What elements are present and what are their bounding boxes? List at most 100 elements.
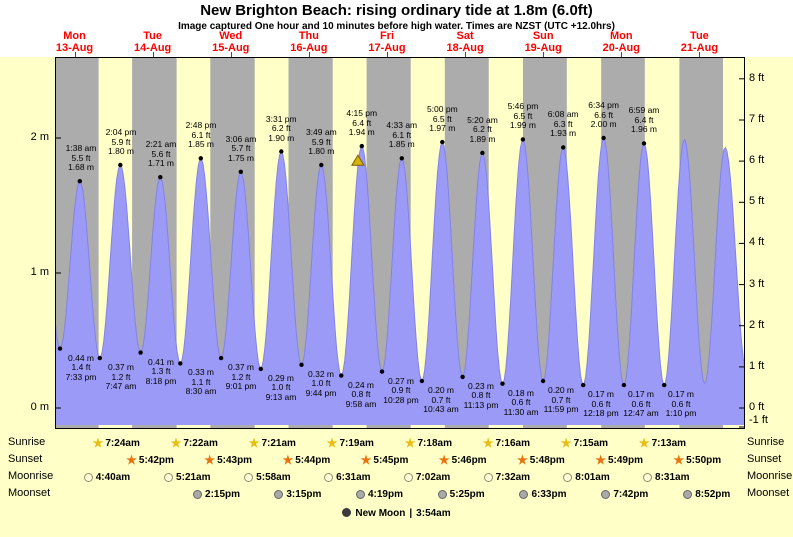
moonset-time: 7:42pm (613, 488, 649, 500)
day-date: 15-Aug (212, 42, 250, 54)
day-label: Fri 17-Aug (352, 30, 422, 54)
low-tide-dot (460, 374, 465, 380)
low-tide-label-line: 0.7 ft (431, 394, 451, 405)
new-moon-label: New Moon (355, 508, 406, 519)
high-tide-dot (561, 145, 566, 150)
high-tide-label: 5:00 pm 6.5 ft 1.97 m (412, 105, 472, 134)
high-tide-label: 3:49 am 5.9 ft 1.80 m (291, 127, 351, 157)
low-tide-label: 0.41 m 1.3 ft 8:18 pm (131, 357, 191, 387)
low-tide-dot (299, 362, 304, 367)
moonrise-entry: 5:58am (244, 470, 291, 484)
low-tide-label-line: 12:18 pm (583, 408, 619, 419)
moonset-time: 4:19pm (367, 488, 403, 500)
low-tide-label-line: 1.0 ft (271, 382, 291, 393)
day-label: Tue 14-Aug (118, 30, 188, 54)
sunrise-icon: ★ (560, 436, 572, 450)
low-tide-label-line: 0.33 m (188, 367, 214, 378)
low-tide-label-line: 11:13 pm (463, 399, 499, 410)
row-label-right-moonrise: Moonrise (747, 470, 793, 482)
day-boundary-tick (308, 52, 310, 57)
moonrise-time: 5:21am (176, 471, 211, 483)
high-tide-dot (158, 175, 163, 180)
low-tide-label-line: 0.37 m (228, 362, 254, 373)
moonrise-icon (164, 472, 174, 482)
sunrise-time: 7:19am (339, 437, 374, 449)
low-tide-label: 0.20 m 0.7 ft 11:59 pm (531, 385, 591, 415)
sunrise-entry: ★ 7:13am (639, 436, 686, 450)
low-tide-dot (57, 346, 63, 351)
sunrise-entry: ★ 7:22am (171, 436, 218, 450)
sunrise-icon: ★ (482, 436, 494, 450)
day-date: 16-Aug (290, 42, 328, 54)
day-name: Thu (298, 30, 319, 42)
high-tide-label-line: 6.4 ft (634, 114, 654, 125)
day-boundary-tick (386, 52, 388, 57)
high-tide-dot (601, 135, 606, 141)
low-tide-label-line: 0.18 m (508, 387, 534, 398)
moonset-time: 3:15pm (286, 488, 322, 500)
moonrise-entry: 7:02am (403, 470, 450, 484)
right-axis-label: 3 ft (749, 277, 765, 290)
moonset-icon (519, 489, 529, 499)
high-tide-dot (279, 149, 284, 154)
low-tide-dot (500, 381, 505, 386)
day-name: Tue (690, 30, 709, 42)
day-boundary-tick (465, 52, 467, 57)
sunrise-time: 7:13am (651, 437, 687, 449)
moonrise-icon (483, 472, 493, 482)
sunrise-icon: ★ (326, 436, 338, 450)
high-tide-dot (641, 141, 647, 146)
sunset-icon: ★ (438, 453, 450, 467)
day-boundary-tick (74, 52, 76, 57)
sunrise-entry: ★ 7:24am (93, 436, 140, 450)
right-axis-label: 7 ft (749, 112, 765, 125)
low-tide-label: 0.37 m 1.2 ft 7:47 am (91, 363, 151, 392)
right-axis-label: 6 ft (749, 154, 765, 167)
low-tide-label-line: 1:10 pm (665, 408, 697, 419)
moonset-entry: 7:42pm (601, 487, 648, 501)
sunset-entry: ★ 5:49pm (595, 453, 643, 467)
high-tide-label-line: 5.7 ft (231, 143, 251, 154)
low-tide-dot (662, 382, 667, 388)
high-tide-label: 6:59 am 6.4 ft 1.96 m (614, 106, 674, 135)
sunrise-entry: ★ 7:16am (483, 436, 530, 450)
day-label: Tue 21-Aug (664, 30, 734, 54)
day-label: Wed 15-Aug (196, 30, 266, 54)
high-tide-label-line: 1.93 m (550, 128, 577, 139)
day-name: Mon (63, 30, 86, 42)
high-tide-label-line: 1.97 m (429, 123, 456, 134)
low-tide-label: 0.17 m 0.6 ft 12:47 am (611, 390, 671, 419)
high-tide-label-line: 6:59 am (628, 105, 660, 116)
low-tide-label-line: 0.20 m (548, 385, 574, 395)
sunrise-time: 7:15am (573, 437, 609, 449)
high-tide-label: 2:21 am 5.6 ft 1.71 m (131, 140, 191, 169)
sunrise-entry: ★ 7:21am (249, 436, 296, 450)
moonrise-entry: 8:01am (563, 470, 610, 484)
low-tide-dot (621, 382, 627, 388)
high-tide-label: 2:04 pm 5.9 ft 1.80 m (91, 127, 151, 157)
tide-curve (55, 136, 745, 386)
header-band (0, 0, 793, 57)
high-tide-label-line: 2:04 pm (105, 127, 137, 137)
sunset-entry: ★ 5:44pm (282, 453, 330, 467)
low-tide-label-line: 9:13 am (265, 391, 297, 402)
moonrise-time: 4:40am (95, 471, 131, 483)
sunset-icon: ★ (126, 453, 137, 467)
low-tide-label: 0.24 m 0.8 ft 9:58 am (331, 380, 391, 410)
high-tide-label-line: 2.00 m (590, 119, 617, 129)
high-tide-label: 4:15 pm 6.4 ft 1.94 m (332, 109, 392, 138)
sunset-entry: ★ 5:45pm (361, 453, 409, 467)
row-label-left-sunrise: Sunrise (8, 436, 46, 448)
high-tide-dot (399, 156, 404, 161)
high-tide-label-line: 6.4 ft (352, 117, 372, 128)
low-tide-label-line: 0.29 m (268, 372, 294, 383)
high-tide-dot (520, 137, 526, 142)
day-name: Sun (532, 30, 554, 42)
low-tide-label-line: 0.8 ft (471, 390, 491, 401)
day-label: Mon 20-Aug (586, 30, 656, 54)
high-tide-label-line: 5.9 ft (111, 136, 131, 147)
low-tide-label-line: 0.37 m (108, 362, 134, 373)
row-label-left-moonrise: Moonrise (8, 470, 54, 482)
moonrise-icon (83, 472, 93, 482)
row-label-right-sunrise: Sunrise (747, 436, 785, 448)
